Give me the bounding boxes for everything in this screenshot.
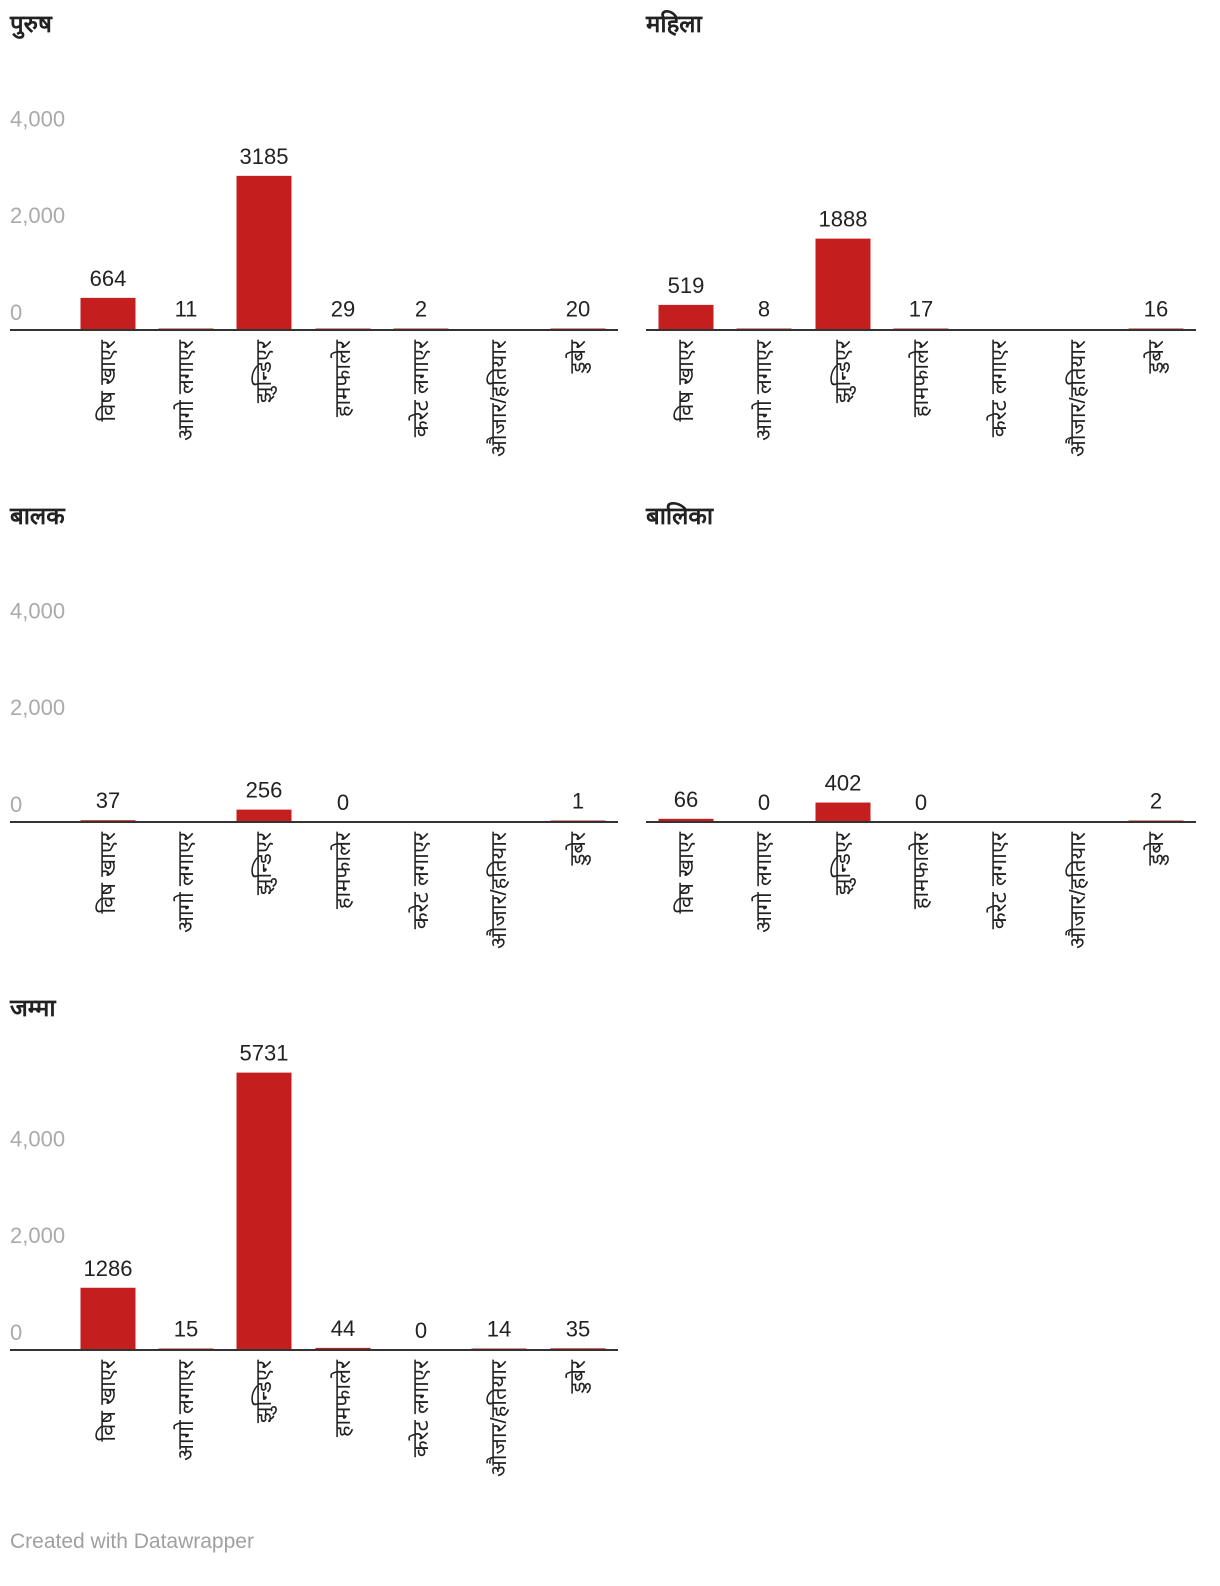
y-tick-label: 0	[10, 1320, 22, 1345]
x-tick-label: करेट लगाएर	[986, 339, 1011, 437]
y-tick-label: 2,000	[10, 695, 65, 720]
y-tick-label: 2,000	[10, 1223, 65, 1248]
bar	[315, 1347, 371, 1350]
x-tick-label: डुबेर	[1143, 831, 1169, 866]
x-tick-label: विष खाएर	[673, 339, 698, 422]
x-tick-label: आगो लगाएर	[173, 831, 198, 933]
x-tick-label: हामफालेर	[908, 339, 933, 417]
x-tick-label: डुबेर	[1143, 339, 1169, 374]
chart-title-5: जम्मा	[9, 995, 56, 1022]
data-label: 37	[96, 788, 120, 813]
x-tick-label: करेट लगाएर	[408, 339, 433, 437]
y-tick-label: 0	[10, 792, 22, 817]
x-tick-label: विष खाएर	[95, 1359, 120, 1442]
y-tick-label: 0	[10, 300, 22, 325]
data-label: 20	[566, 297, 590, 322]
data-label: 11	[175, 297, 198, 322]
x-tick-label: हामफालेर	[330, 339, 355, 417]
x-tick-label: औजार/हतियार	[486, 339, 511, 457]
x-tick-label: डुबेर	[565, 339, 591, 374]
y-tick-label: 4,000	[10, 106, 65, 131]
data-label: 402	[825, 771, 862, 796]
x-tick-label: आगो लगाएर	[751, 831, 776, 933]
bar	[658, 304, 714, 330]
y-tick-label: 4,000	[10, 1126, 65, 1151]
datawrapper-credit: Created with Datawrapper	[10, 1530, 254, 1553]
x-tick-label: करेट लगाएर	[408, 831, 433, 929]
data-label: 0	[337, 790, 349, 815]
data-label: 29	[331, 297, 355, 322]
data-label: 1888	[819, 207, 868, 232]
data-label: 35	[566, 1316, 590, 1341]
x-tick-label: औजार/हतियार	[1065, 339, 1090, 457]
bar	[80, 297, 136, 330]
x-tick-label: औजार/हतियार	[486, 831, 511, 949]
x-tick-label: आगो लगाएर	[751, 339, 776, 441]
x-tick-label: हामफालेर	[908, 831, 933, 909]
data-label: 1286	[84, 1256, 133, 1281]
data-label: 664	[90, 266, 127, 291]
bar	[815, 238, 871, 330]
data-label: 2	[415, 297, 427, 322]
data-label: 17	[909, 297, 933, 322]
data-label: 1	[572, 789, 584, 814]
bar	[236, 175, 292, 330]
x-tick-label: झुन्डिएर	[251, 1359, 277, 1423]
bar	[236, 1072, 292, 1350]
x-tick-label: झुन्डिएर	[830, 831, 856, 895]
x-tick-label: करेट लगाएर	[408, 1359, 433, 1457]
y-tick-label: 2,000	[10, 203, 65, 228]
x-tick-label: औजार/हतियार	[486, 1359, 511, 1477]
x-tick-label: हामफालेर	[330, 831, 355, 909]
chart-title-4: बालिका	[645, 502, 714, 530]
bar	[815, 802, 871, 822]
x-tick-label: विष खाएर	[95, 339, 120, 422]
data-label: 5731	[240, 1041, 289, 1066]
x-tick-label: झुन्डिएर	[830, 339, 856, 403]
data-label: 256	[246, 778, 283, 803]
bar	[236, 809, 292, 822]
chart-title-2: महिला	[645, 10, 703, 38]
x-tick-label: विष खाएर	[95, 831, 120, 914]
data-label: 66	[674, 787, 698, 812]
x-tick-label: झुन्डिएर	[251, 339, 277, 403]
x-tick-label: औजार/हतियार	[1065, 831, 1090, 949]
x-tick-label: हामफालेर	[330, 1359, 355, 1437]
x-tick-label: डुबेर	[565, 831, 591, 866]
x-tick-label: झुन्डिएर	[251, 831, 277, 895]
x-tick-label: आगो लगाएर	[173, 1359, 198, 1461]
data-label: 14	[487, 1317, 511, 1342]
chart-title-3: बालक	[9, 503, 66, 530]
data-label: 15	[174, 1317, 198, 1342]
data-label: 0	[415, 1318, 427, 1343]
chart-title-1: पुरुष	[9, 11, 53, 39]
x-tick-label: डुबेर	[565, 1359, 591, 1394]
bar	[80, 1287, 136, 1350]
data-label: 0	[915, 790, 927, 815]
x-tick-label: विष खाएर	[673, 831, 698, 914]
data-label: 2	[1150, 789, 1162, 814]
data-label: 16	[1144, 297, 1168, 322]
data-label: 44	[331, 1316, 355, 1341]
y-tick-label: 4,000	[10, 598, 65, 623]
bar	[658, 818, 714, 822]
data-label: 519	[668, 273, 705, 298]
x-tick-label: करेट लगाएर	[986, 831, 1011, 929]
data-label: 8	[758, 297, 770, 322]
data-label: 0	[758, 790, 770, 815]
x-tick-label: आगो लगाएर	[173, 339, 198, 441]
data-label: 3185	[240, 144, 289, 169]
